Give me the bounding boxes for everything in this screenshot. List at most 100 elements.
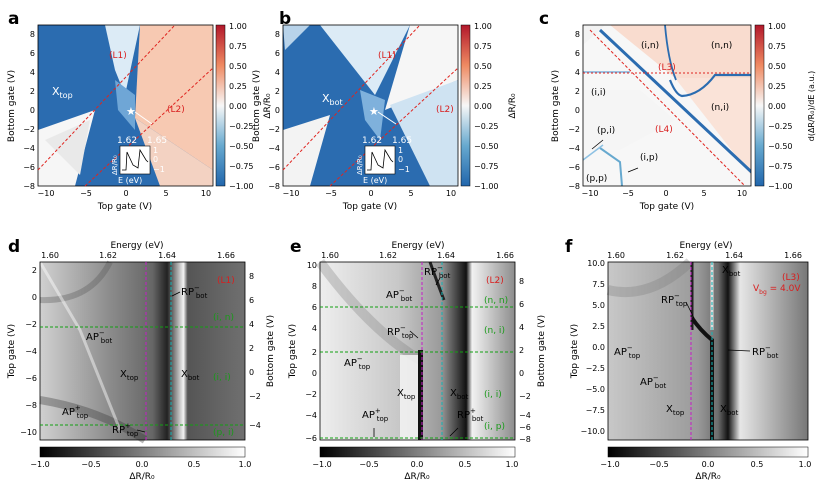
svg-text:−0.5: −0.5 bbox=[81, 460, 100, 469]
y-label-d: Top gate (V) bbox=[7, 324, 17, 379]
y-label-f: Top gate (V) bbox=[570, 324, 580, 379]
svg-text:6: 6 bbox=[312, 303, 317, 312]
y-label-c: Bottom gate (V) bbox=[551, 70, 561, 142]
svg-text:8: 8 bbox=[249, 272, 254, 281]
svg-text:0.00: 0.00 bbox=[768, 102, 786, 111]
svg-text:1.62: 1.62 bbox=[666, 251, 684, 260]
svg-text:−0.5: −0.5 bbox=[649, 460, 668, 469]
svg-text:0: 0 bbox=[32, 293, 37, 302]
svg-text:−1.0: −1.0 bbox=[30, 460, 49, 469]
svg-text:−1.00: −1.00 bbox=[768, 182, 793, 191]
svg-text:−10: −10 bbox=[20, 428, 37, 437]
top-x-ticks-f: 1.60 1.62 1.64 1.66 bbox=[607, 251, 802, 260]
x-ticks-b: −10 −5 0 5 10 bbox=[283, 189, 457, 198]
svg-text:4: 4 bbox=[249, 320, 254, 329]
svg-text:1.66: 1.66 bbox=[784, 251, 802, 260]
top-x-label-d: Energy (eV) bbox=[110, 241, 163, 251]
svg-text:(n,n): (n,n) bbox=[711, 41, 732, 51]
line-l2-a bbox=[84, 67, 214, 187]
svg-text:−0.75: −0.75 bbox=[474, 162, 499, 171]
svg-text:1.60: 1.60 bbox=[321, 251, 339, 260]
svg-text:AP−top: AP− top bbox=[344, 355, 371, 371]
colorbar-label-a: ΔR/R₀ bbox=[263, 93, 273, 119]
svg-text:(n, n): (n, n) bbox=[484, 296, 508, 306]
y-label-e: Top gate (V) bbox=[288, 324, 298, 379]
x-label-b: Top gate (V) bbox=[342, 202, 397, 212]
svg-text:−0.25: −0.25 bbox=[768, 122, 793, 131]
svg-text:Xtop: Xtop bbox=[397, 388, 416, 401]
panel-a: a (L1) (L2) Xtop ★ 1.62 1.65 1 0 −1 E (e… bbox=[7, 9, 273, 212]
svg-text:−2: −2 bbox=[268, 125, 280, 134]
svg-text:6: 6 bbox=[275, 49, 280, 58]
svg-text:6: 6 bbox=[575, 49, 580, 58]
svg-text:(i, n): (i, n) bbox=[213, 313, 234, 323]
heatmap-d bbox=[40, 262, 245, 440]
y-ticks-e: 10 8 6 4 2 0 −2 −4 −6 bbox=[305, 261, 317, 443]
svg-text:−7.5: −7.5 bbox=[586, 406, 605, 415]
svg-text:−4: −4 bbox=[249, 421, 261, 430]
svg-text:4: 4 bbox=[519, 323, 524, 332]
arrow-c-1 bbox=[591, 139, 604, 150]
svg-text:E (eV): E (eV) bbox=[363, 176, 387, 185]
colorbar-label-f: ΔR/R₀ bbox=[695, 472, 721, 482]
svg-text:0.0: 0.0 bbox=[592, 343, 605, 352]
svg-text:−0.75: −0.75 bbox=[768, 162, 793, 171]
label-l1-b: (L1) bbox=[378, 51, 396, 61]
svg-text:5: 5 bbox=[408, 189, 413, 198]
svg-text:RP+top: RP+ top bbox=[112, 422, 139, 438]
svg-text:−2: −2 bbox=[305, 390, 317, 399]
svg-text:2.5: 2.5 bbox=[592, 322, 605, 331]
svg-text:−0.75: −0.75 bbox=[229, 162, 254, 171]
svg-text:8: 8 bbox=[575, 30, 580, 39]
svg-text:(n, i): (n, i) bbox=[484, 326, 505, 336]
colorbar-label-e: ΔR/R₀ bbox=[404, 472, 430, 482]
star-marker-a: ★ bbox=[126, 105, 136, 118]
svg-text:−10: −10 bbox=[38, 189, 55, 198]
svg-text:6: 6 bbox=[249, 296, 254, 305]
svg-text:−6: −6 bbox=[268, 163, 280, 172]
svg-text:RP−bot: RP− bot bbox=[181, 284, 208, 300]
svg-text:−10: −10 bbox=[582, 189, 599, 198]
svg-text:−2: −2 bbox=[25, 320, 37, 329]
heatmap-b bbox=[283, 25, 458, 186]
y-label-a: Bottom gate (V) bbox=[7, 70, 17, 142]
svg-text:8: 8 bbox=[519, 277, 524, 286]
svg-text:1: 1 bbox=[398, 146, 403, 155]
svg-text:−8: −8 bbox=[25, 401, 37, 410]
x-ticks-a: −10 −5 0 5 10 bbox=[38, 189, 212, 198]
svg-text:0.75: 0.75 bbox=[229, 42, 247, 51]
svg-text:2: 2 bbox=[519, 346, 524, 355]
right-y-ticks-e: 8 6 4 2 0 −2 −4 −6 −8 bbox=[519, 277, 531, 444]
svg-text:0: 0 bbox=[575, 106, 580, 115]
label-l3-c: (L3) bbox=[658, 63, 676, 73]
svg-text:−1: −1 bbox=[153, 165, 165, 174]
svg-text:(p,i): (p,i) bbox=[597, 126, 615, 136]
svg-text:AP−bot: AP− bot bbox=[640, 374, 666, 390]
svg-text:Xbot: Xbot bbox=[722, 265, 741, 278]
svg-text:0.25: 0.25 bbox=[474, 82, 492, 91]
panel-d: d Energy (eV) 1.60 1.62 1.64 1.66 (L1) (… bbox=[7, 237, 276, 482]
svg-text:4: 4 bbox=[575, 68, 580, 77]
svg-text:−8: −8 bbox=[568, 182, 580, 191]
svg-text:10: 10 bbox=[307, 261, 317, 270]
svg-text:RP−bot: RP− bot bbox=[424, 264, 451, 280]
svg-text:−6: −6 bbox=[23, 163, 35, 172]
heatmap-c bbox=[583, 25, 751, 186]
peak-labels-f: Xbot RP− top AP− top RP− bot AP− bot Xtop Xb… bbox=[614, 265, 779, 417]
svg-text:RP−top: RP− top bbox=[661, 292, 688, 308]
svg-text:2: 2 bbox=[575, 87, 580, 96]
label-l1-d: (L1) bbox=[217, 276, 235, 286]
svg-text:1.64: 1.64 bbox=[437, 251, 455, 260]
svg-text:4: 4 bbox=[30, 68, 35, 77]
svg-text:0.75: 0.75 bbox=[768, 42, 786, 51]
svg-text:RP−bot: RP− bot bbox=[752, 344, 779, 360]
colorbar-e bbox=[319, 446, 516, 458]
svg-text:Xbot: Xbot bbox=[720, 404, 739, 417]
svg-text:−2: −2 bbox=[519, 392, 531, 401]
panel-b: b (L1) (L2) Xbot ★ 1.62 1.65 1 0 −1 E (e… bbox=[252, 9, 518, 212]
svg-text:−2: −2 bbox=[23, 125, 35, 134]
panel-letter-d: d bbox=[8, 237, 20, 257]
svg-text:AP+top: AP+ top bbox=[362, 407, 389, 423]
svg-text:0.00: 0.00 bbox=[229, 102, 247, 111]
colorbar-d bbox=[39, 446, 246, 458]
